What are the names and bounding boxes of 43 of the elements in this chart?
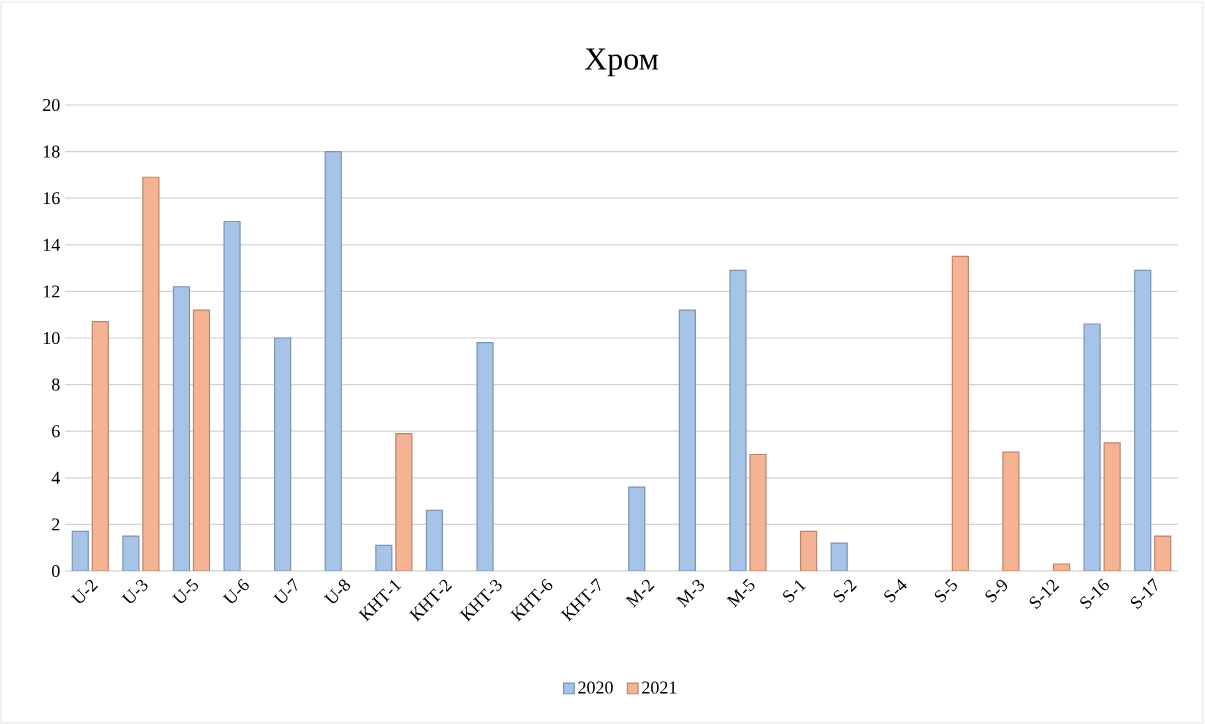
x-tick-label: M-3: [675, 579, 705, 608]
bar: [799, 530, 818, 571]
x-tick-label: U-6: [222, 578, 249, 604]
legend-label: 2021: [642, 681, 677, 694]
y-tick-label: 14: [43, 238, 61, 251]
y-tick-label: 8: [51, 378, 60, 391]
x-tick-label: U-7: [273, 578, 297, 604]
bar: [678, 309, 696, 571]
x-tick-label: S-5: [934, 578, 957, 603]
y-tick-label: 6: [52, 425, 60, 438]
x-tick-label: S-9: [985, 579, 1008, 603]
x-tick-label: U-5: [171, 578, 198, 604]
bar: [274, 337, 292, 571]
bar: [192, 309, 211, 571]
legend-label: 2020: [578, 681, 613, 694]
bar: [951, 255, 969, 571]
bar: [71, 530, 89, 571]
x-tick-label: U-2: [70, 579, 99, 604]
y-tick-label: 0: [51, 564, 60, 578]
y-tick-label: 10: [43, 331, 60, 345]
x-tick-label: S-12: [1029, 579, 1060, 609]
chart-title: Хром: [584, 48, 659, 77]
bar: [395, 432, 413, 571]
bar: [628, 486, 646, 571]
y-tick-label: 16: [43, 192, 60, 205]
y-tick-label: 20: [43, 98, 60, 112]
bar: [1134, 269, 1152, 571]
bar: [425, 509, 444, 571]
y-tick-label: 4: [51, 471, 61, 484]
x-tick-label: S-4: [884, 579, 907, 603]
bar: [324, 150, 342, 571]
x-tick-label: M-2: [625, 579, 655, 608]
x-tick-label: U-3: [121, 579, 148, 604]
x-tick-label: U-8: [323, 579, 351, 604]
y-tick-label: 2: [52, 518, 60, 531]
x-tick-label: M-5: [726, 578, 755, 608]
y-tick-label: 12: [43, 285, 60, 298]
bar: [91, 321, 109, 571]
x-tick-label: S-1: [783, 580, 807, 603]
x-tick-label: S-2: [833, 579, 857, 603]
bar: [172, 286, 191, 571]
x-tick-label: S-16: [1080, 578, 1109, 609]
y-tick-label: 18: [43, 145, 60, 158]
